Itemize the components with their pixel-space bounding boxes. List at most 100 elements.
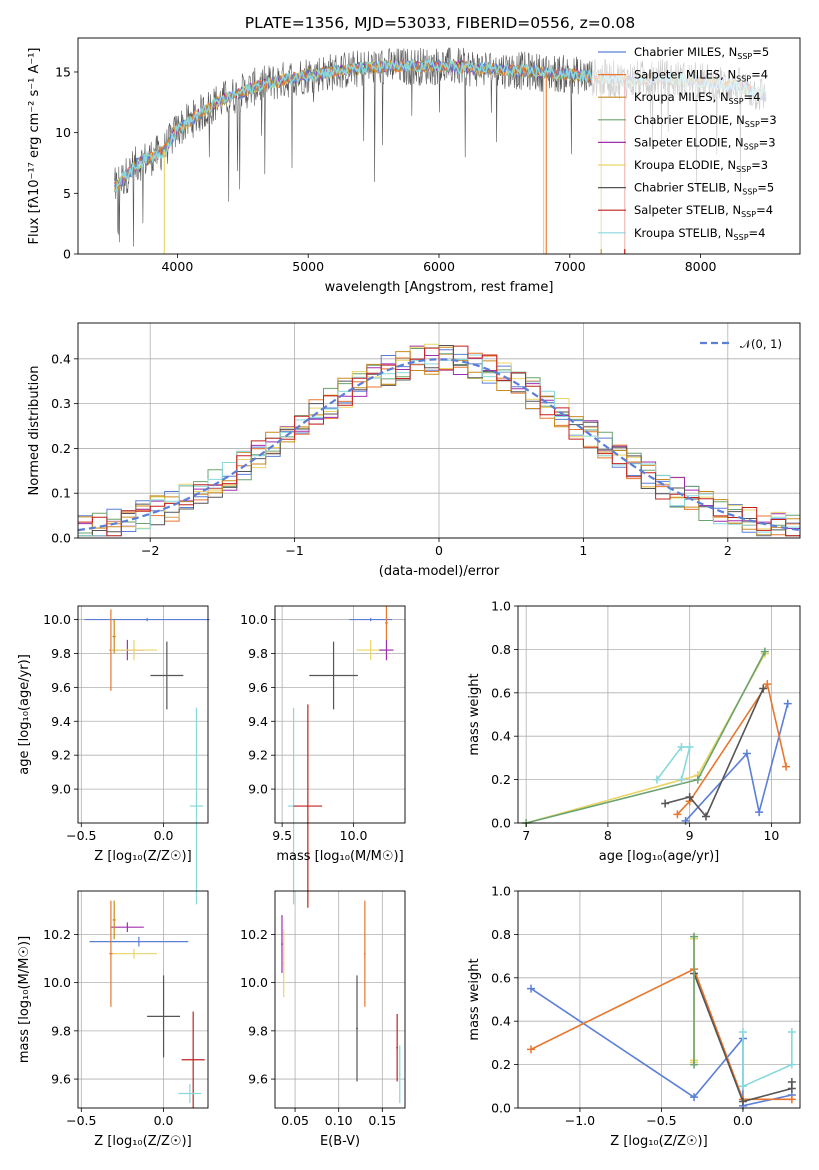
plot-content <box>281 900 401 1104</box>
legend-label-tail: =5 <box>757 181 774 195</box>
legend-label-tail: =4 <box>756 203 773 217</box>
mass-weight-marker <box>661 799 670 808</box>
y-tick-label: 0.8 <box>491 927 511 942</box>
legend-label: Kroupa ELODIE, NSSP=3 <box>634 158 768 174</box>
mass-weight-marker <box>702 812 710 821</box>
x-tick-label: 0.05 <box>281 1113 309 1128</box>
mass-weight-marker <box>763 680 772 689</box>
y-tick-label: 10.0 <box>240 612 268 627</box>
plot-content <box>89 900 205 1108</box>
mass-weight-marker <box>787 1028 796 1037</box>
age-vs-mass-panel: 9.5 10.0 9.0 9.2 9.4 9.6 9.8 10.0 mass [log₁₀(M/… <box>240 605 406 908</box>
x-axis-label: Z [log₁₀(Z/Z☉)] <box>94 849 191 864</box>
mass-weight-marker <box>693 775 702 784</box>
x-tick-label: 5000 <box>292 259 324 274</box>
mass-weight-line <box>526 651 766 824</box>
x-tick-label: 7000 <box>554 259 586 274</box>
mass-weight-line <box>685 703 789 822</box>
y-tick-label: 10.2 <box>240 927 268 942</box>
y-axis-label: mass [log₁₀(M/M☉)] <box>17 936 32 1063</box>
legend-label-tail: =4 <box>749 226 766 240</box>
y-tick-label: 9.8 <box>248 646 268 661</box>
x-tick-label: 0.0 <box>733 1113 753 1128</box>
y-tick-label: 9.4 <box>51 714 71 729</box>
mass-weight-line <box>664 688 764 818</box>
mass-weight-marker <box>787 1077 796 1086</box>
x-tick-label: 0.0 <box>154 828 174 843</box>
legend-label-sub: SSP <box>737 52 752 61</box>
x-tick-label: 0 <box>435 543 443 558</box>
legend-label-main: Kroupa ELODIE, N <box>634 158 736 172</box>
mass-weight-marker <box>759 684 768 693</box>
legend-label-tail: =4 <box>751 68 768 82</box>
legend-label: Salpeter ELODIE, NSSP=3 <box>634 135 776 151</box>
mass-weight-marker <box>527 984 536 993</box>
x-axis-label: mass [log₁₀(M/M☉)] <box>276 849 403 864</box>
y-tick-label: 9.6 <box>51 680 71 695</box>
mass-weight-marker <box>685 743 694 752</box>
y-tick-label: 9.2 <box>248 748 268 763</box>
legend-label: 𝒩(0, 1) <box>740 337 782 351</box>
mass-weight-marker <box>690 932 699 941</box>
y-axis-label: Flux [fλ10⁻¹⁷ erg cm⁻² s⁻¹ A⁻¹] <box>27 48 42 245</box>
x-tick-label: −0.5 <box>66 1113 96 1128</box>
legend-label-main: Chabrier MILES, N <box>634 45 737 59</box>
mass-weight-marker <box>690 1093 699 1102</box>
x-tick-label: −0.5 <box>646 1113 676 1128</box>
axes-frame <box>77 605 209 824</box>
axes-frame <box>274 605 406 824</box>
y-tick-label: 5 <box>63 186 71 201</box>
mass-weight-marker <box>783 699 792 708</box>
x-axis-label: Z [log₁₀(Z/Z☉)] <box>610 1134 707 1149</box>
y-tick-label: 9.4 <box>248 714 268 729</box>
mass-weight-marker <box>738 1082 747 1091</box>
y-tick-label: 0.6 <box>491 685 511 700</box>
y-tick-label: 0.2 <box>491 772 511 787</box>
x-tick-label: 1 <box>579 543 587 558</box>
plot-content <box>84 609 210 905</box>
mass-weight-marker <box>738 1028 747 1037</box>
y-tick-label: 0.0 <box>491 816 511 831</box>
legend-label: Kroupa STELIB, NSSP=4 <box>634 226 765 242</box>
y-tick-label: 0.0 <box>491 1101 511 1116</box>
legend-label-main: Salpeter ELODIE, N <box>634 135 744 149</box>
legend-label-main: Chabrier STELIB, N <box>634 181 742 195</box>
y-tick-label: 0.1 <box>51 486 71 501</box>
legend-label: Salpeter STELIB, NSSP=4 <box>634 203 773 219</box>
y-tick-label: 10.2 <box>43 927 71 942</box>
legend-label-sub: SSP <box>734 233 749 242</box>
legend-label-tail: =3 <box>751 158 768 172</box>
mass-weight-marker <box>755 808 764 817</box>
axes-frame <box>274 890 406 1109</box>
x-tick-label: 9 <box>686 828 694 843</box>
y-tick-label: 0.0 <box>51 531 71 546</box>
y-tick-label: 9.6 <box>248 1072 268 1087</box>
legend-label: Chabrier ELODIE, NSSP=3 <box>634 113 777 129</box>
residual-histogram-step <box>78 345 800 537</box>
axes-frame <box>77 890 209 1109</box>
y-tick-label: 0.6 <box>491 970 511 985</box>
y-tick-label: 10.0 <box>43 975 71 990</box>
mass-vs-metallicity-panel: −0.5 0.0 9.6 9.8 10.0 10.2 Z [log₁₀(Z/Z☉)] mass… <box>17 890 209 1149</box>
mass-weight-marker <box>690 1060 699 1069</box>
mass-weight-marker <box>527 1045 536 1054</box>
y-tick-label: 0.2 <box>491 1057 511 1072</box>
x-tick-label: −0.5 <box>66 828 96 843</box>
x-tick-label: 0.15 <box>368 1113 396 1128</box>
y-tick-label: 0 <box>63 247 71 262</box>
y-tick-label: 0.8 <box>491 642 511 657</box>
mass-weight-vs-age-panel: 7 8 9 10 0.0 0.2 0.4 0.6 0.8 1.0 age [log₁₀(age/yr… <box>467 599 801 864</box>
y-tick-label: 9.8 <box>51 646 71 661</box>
x-tick-label: 0.10 <box>325 1113 353 1128</box>
x-axis-label: (data-model)/error <box>379 564 500 579</box>
x-tick-label: 9.5 <box>272 828 292 843</box>
x-tick-label: 10 <box>763 828 779 843</box>
plot-content <box>522 647 792 827</box>
y-tick-label: 9.6 <box>248 680 268 695</box>
legend-label-sub: SSP <box>736 75 751 84</box>
mass-weight-line <box>742 1032 793 1088</box>
mass-weight-vs-metallicity-panel: −1.0 −0.5 0.0 0.0 0.2 0.4 0.6 0.8 1.0 Z [log₁₀(Z/… <box>467 884 801 1149</box>
legend-label-sub: SSP <box>742 188 757 197</box>
y-tick-label: 9.2 <box>51 748 71 763</box>
